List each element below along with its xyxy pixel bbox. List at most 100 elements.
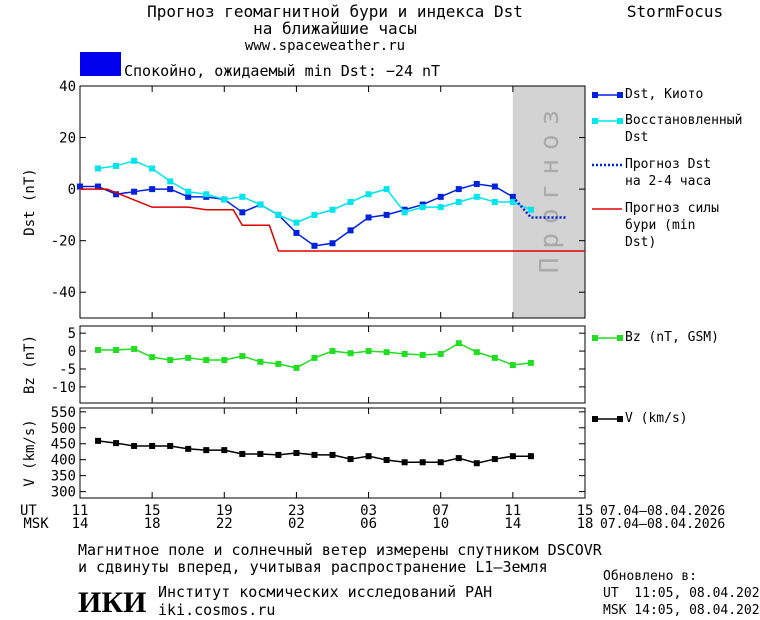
point (311, 451, 318, 458)
legend-marker (592, 416, 598, 422)
point (113, 191, 120, 198)
point (257, 358, 264, 365)
point (329, 240, 336, 247)
x-tick-label-msk: 02 (288, 516, 305, 532)
legend-label: Прогноз Dst на 2-4 часа (625, 157, 712, 189)
point (95, 437, 102, 444)
x-tick-label: 15 (577, 503, 594, 519)
point (509, 453, 516, 460)
point (527, 453, 534, 460)
status-box (80, 52, 121, 76)
point (293, 364, 300, 371)
y-tick-label: -40 (51, 285, 76, 301)
x-tick-label-msk: 22 (216, 516, 233, 532)
forecast-band (512, 86, 585, 318)
y-tick-label: 500 (51, 421, 76, 437)
point (149, 354, 156, 361)
y-tick-label: 350 (51, 469, 76, 485)
point (167, 178, 174, 185)
point (149, 165, 156, 172)
x-tick-label: 19 (216, 503, 233, 519)
y-tick-label: 40 (59, 79, 76, 95)
point (203, 447, 210, 454)
x-tick-label-msk: 06 (360, 516, 377, 532)
y-tick-label: 550 (51, 405, 76, 421)
y-tick-label: -10 (51, 380, 76, 396)
point (113, 440, 120, 447)
updated-msk: MSK 14:05, 08.04.2026 (603, 603, 760, 618)
legend-label: Прогноз силы бури (min Dst) (625, 201, 719, 250)
point (365, 348, 372, 355)
legend-label: Bz (nT, GSM) (625, 330, 719, 345)
point (329, 206, 336, 213)
site: iki.cosmos.ru (158, 601, 275, 619)
point (437, 193, 444, 200)
point (365, 453, 372, 460)
title: Прогноз геомагнитной бури и индекса Dst (147, 2, 523, 21)
point (185, 188, 192, 195)
x-tick-label-msk: 18 (577, 516, 594, 532)
y-tick-label: 300 (51, 485, 76, 501)
point (95, 165, 102, 172)
brand: StormFocus (627, 2, 723, 21)
y-tick-label: 0 (68, 344, 76, 360)
point (347, 350, 354, 357)
point (455, 199, 462, 205)
point (203, 357, 210, 364)
point (365, 191, 372, 198)
point (491, 199, 498, 205)
point (383, 457, 390, 464)
y-tick-label: 0 (68, 182, 76, 198)
point (491, 456, 498, 463)
legend-label: Dst, Киото (625, 87, 704, 102)
point (473, 349, 480, 356)
point (167, 186, 174, 193)
point (275, 360, 282, 367)
point (95, 346, 102, 353)
updated-label: Обновлено в: (603, 569, 697, 584)
point (185, 445, 192, 452)
y-axis-label: Dst (nT) (22, 168, 38, 235)
point (491, 354, 498, 361)
ut-range: 07.04–08.04.2026 (600, 504, 725, 519)
point (77, 183, 83, 190)
logo: ИКИ (78, 586, 146, 619)
updated-ut: UT 11:05, 08.04.2026 (603, 586, 760, 601)
point (311, 242, 318, 249)
status-text: Спокойно, ожидаемый min Dst: −24 nT (124, 62, 440, 80)
x-tick-label-msk: 14 (72, 516, 89, 532)
point (203, 191, 210, 198)
url: www.spaceweather.ru (245, 38, 405, 54)
legend-marker (617, 416, 623, 422)
point (149, 186, 156, 193)
y-tick-label: -20 (51, 234, 76, 250)
x-tick-label: 11 (504, 503, 521, 519)
y-tick-label: 450 (51, 437, 76, 453)
note: и сдвинуты вперед, учитывая распростране… (78, 558, 548, 576)
point (239, 209, 246, 216)
point (293, 219, 300, 226)
point (527, 359, 534, 366)
point (365, 214, 372, 221)
point (401, 209, 408, 216)
y-axis-label: V (km/s) (22, 419, 38, 486)
forecast-label: Прогноз (535, 101, 565, 274)
point (185, 354, 192, 361)
point (509, 199, 516, 205)
legend-marker (617, 335, 623, 341)
point (167, 357, 174, 364)
point (473, 460, 480, 467)
point (293, 450, 300, 456)
point (221, 357, 228, 364)
point (113, 346, 120, 353)
point (131, 157, 138, 164)
x-tick-label: 15 (144, 503, 161, 519)
point (239, 353, 246, 360)
legend-marker (617, 92, 623, 98)
x-tick-label: 03 (360, 503, 377, 519)
point (419, 204, 426, 211)
y-tick-label: 20 (59, 131, 76, 147)
point (95, 183, 102, 190)
legend-marker (617, 118, 623, 124)
panel-frame (79, 407, 586, 499)
